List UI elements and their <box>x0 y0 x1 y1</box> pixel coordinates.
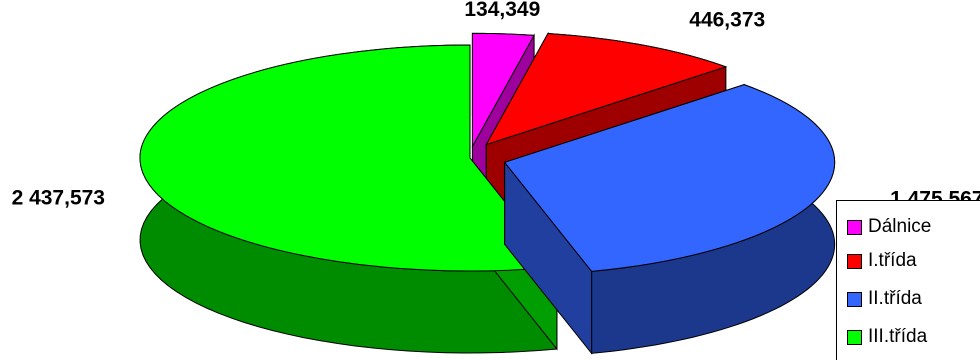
slice-top-dalnice <box>471 32 535 149</box>
slice-iii-trida <box>139 44 558 354</box>
slice-top-ii-trida <box>503 84 836 272</box>
legend-item-iii-trida: III.třída <box>837 325 927 349</box>
legend-swatch-i-trida <box>847 253 862 269</box>
data-label-i-trida: 446,373 <box>689 9 765 32</box>
legend-swatch-dalnice <box>847 219 862 235</box>
legend-swatch-ii-trida <box>847 291 862 307</box>
legend-label-ii-trida: II.třída <box>868 288 922 309</box>
slice-top-iii-trida <box>139 44 558 272</box>
slice-top-i-trida <box>485 33 728 146</box>
data-label-dalnice: 134,349 <box>464 0 540 21</box>
legend-swatch-iii-trida <box>847 329 862 345</box>
legend-label-iii-trida: III.třída <box>868 326 928 347</box>
legend-label-dalnice: Dálnice <box>868 216 932 237</box>
legend: Dálnice I.třída II.třída III.třída <box>836 200 980 360</box>
legend-item-i-trida: I.třída <box>837 249 917 273</box>
slice-ii-trida <box>503 83 836 355</box>
data-label-iii-trida: 2 437,573 <box>12 186 105 209</box>
legend-label-i-trida: I.třída <box>868 250 917 271</box>
legend-item-dalnice: Dálnice <box>837 215 931 239</box>
legend-item-ii-trida: II.třída <box>837 287 922 311</box>
pie-slices <box>139 31 836 355</box>
